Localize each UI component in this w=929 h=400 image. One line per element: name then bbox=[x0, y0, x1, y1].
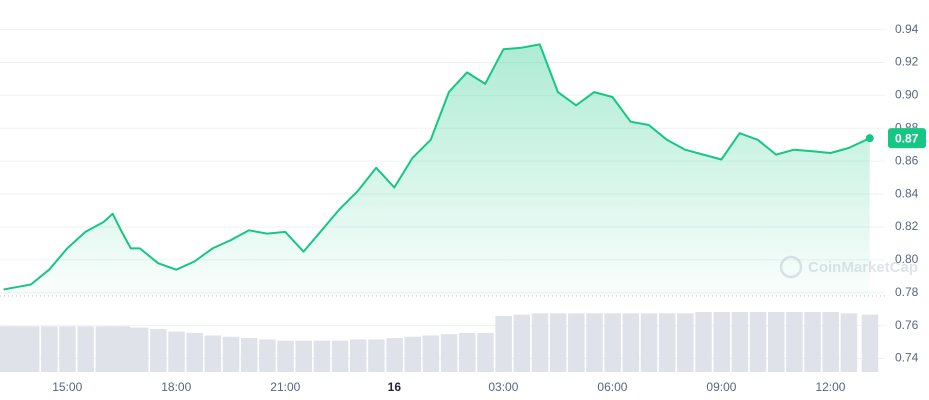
volume-bar bbox=[222, 336, 240, 372]
volume-bar bbox=[204, 335, 222, 372]
x-tick-label: 15:00 bbox=[52, 380, 82, 394]
volume-bar bbox=[349, 339, 367, 372]
y-tick-label: 0.92 bbox=[895, 55, 919, 69]
volume-bar bbox=[77, 326, 94, 372]
volume-bar bbox=[695, 312, 712, 372]
volume-bar bbox=[786, 312, 803, 372]
volume-bar bbox=[295, 340, 312, 372]
volume-bar bbox=[658, 313, 676, 372]
volume-bar bbox=[186, 332, 203, 372]
volume-bar bbox=[822, 312, 839, 372]
volume-bar bbox=[422, 335, 440, 372]
price bbox=[3, 43, 874, 297]
volume-bar bbox=[677, 313, 694, 372]
volume-bar bbox=[640, 313, 658, 372]
x-tick-label: 03:00 bbox=[488, 380, 518, 394]
volume-bar bbox=[22, 326, 40, 372]
x-tick-label: 06:00 bbox=[597, 380, 627, 394]
volume-bar bbox=[749, 312, 767, 372]
x-tick-label: 18:00 bbox=[161, 380, 191, 394]
volume-bar bbox=[513, 314, 531, 372]
y-tick-label: 0.84 bbox=[895, 186, 919, 200]
y-tick-label: 0.78 bbox=[895, 285, 919, 299]
watermark-text: CoinMarketCap bbox=[808, 259, 918, 276]
volume-bar bbox=[404, 336, 422, 372]
volume-bar bbox=[622, 313, 640, 372]
volume-bar bbox=[713, 312, 730, 372]
volume-bar bbox=[477, 332, 494, 372]
volume-bar bbox=[150, 328, 167, 372]
x-tick-label: 09:00 bbox=[706, 380, 736, 394]
volume-bar bbox=[767, 312, 785, 372]
volume-bar bbox=[861, 314, 879, 372]
volume-bar bbox=[168, 331, 185, 372]
volume-bar bbox=[313, 340, 331, 372]
volume-bar bbox=[331, 340, 349, 372]
volume-bar bbox=[549, 313, 567, 372]
volume-bar bbox=[368, 339, 385, 372]
volume-bar bbox=[731, 312, 749, 372]
y-tick-label: 0.94 bbox=[895, 22, 919, 36]
volume-bar bbox=[495, 315, 512, 372]
volume-bar bbox=[840, 313, 858, 372]
volume-bar bbox=[386, 338, 403, 372]
volume-bar bbox=[440, 334, 458, 372]
volume bbox=[0, 312, 879, 372]
y-tick-label: 0.74 bbox=[895, 351, 919, 365]
y-tick-label: 0.76 bbox=[895, 318, 919, 332]
volume-bar bbox=[259, 339, 276, 372]
volume-bar bbox=[277, 340, 294, 372]
last-value-label: 0.87 bbox=[895, 131, 919, 145]
y-tick-label: 0.90 bbox=[895, 88, 919, 102]
last-point bbox=[865, 134, 874, 143]
axes: 0.740.760.780.800.820.840.860.880.900.92… bbox=[52, 22, 926, 394]
x-tick-label: 16 bbox=[388, 380, 402, 394]
volume-bar bbox=[240, 338, 258, 372]
volume-bar bbox=[59, 326, 76, 372]
x-tick-label: 21:00 bbox=[270, 380, 300, 394]
volume-bar bbox=[531, 313, 549, 372]
x-tick-label: 12:00 bbox=[815, 380, 845, 394]
y-tick-label: 0.80 bbox=[895, 252, 919, 266]
volume-bar bbox=[41, 326, 58, 372]
y-tick-label: 0.82 bbox=[895, 219, 919, 233]
volume-bar bbox=[568, 313, 585, 372]
last-value-box bbox=[888, 128, 926, 149]
volume-bar bbox=[459, 332, 476, 372]
volume-bar bbox=[131, 327, 149, 372]
watermark: CoinMarketCap bbox=[779, 255, 918, 279]
price-area bbox=[3, 44, 870, 297]
volume-bar bbox=[604, 313, 621, 372]
price-line bbox=[3, 43, 871, 291]
watermark-logo bbox=[779, 255, 803, 279]
y-tick-label: 0.86 bbox=[895, 153, 919, 167]
volume-bar bbox=[804, 312, 821, 372]
volume-bar bbox=[586, 313, 603, 372]
